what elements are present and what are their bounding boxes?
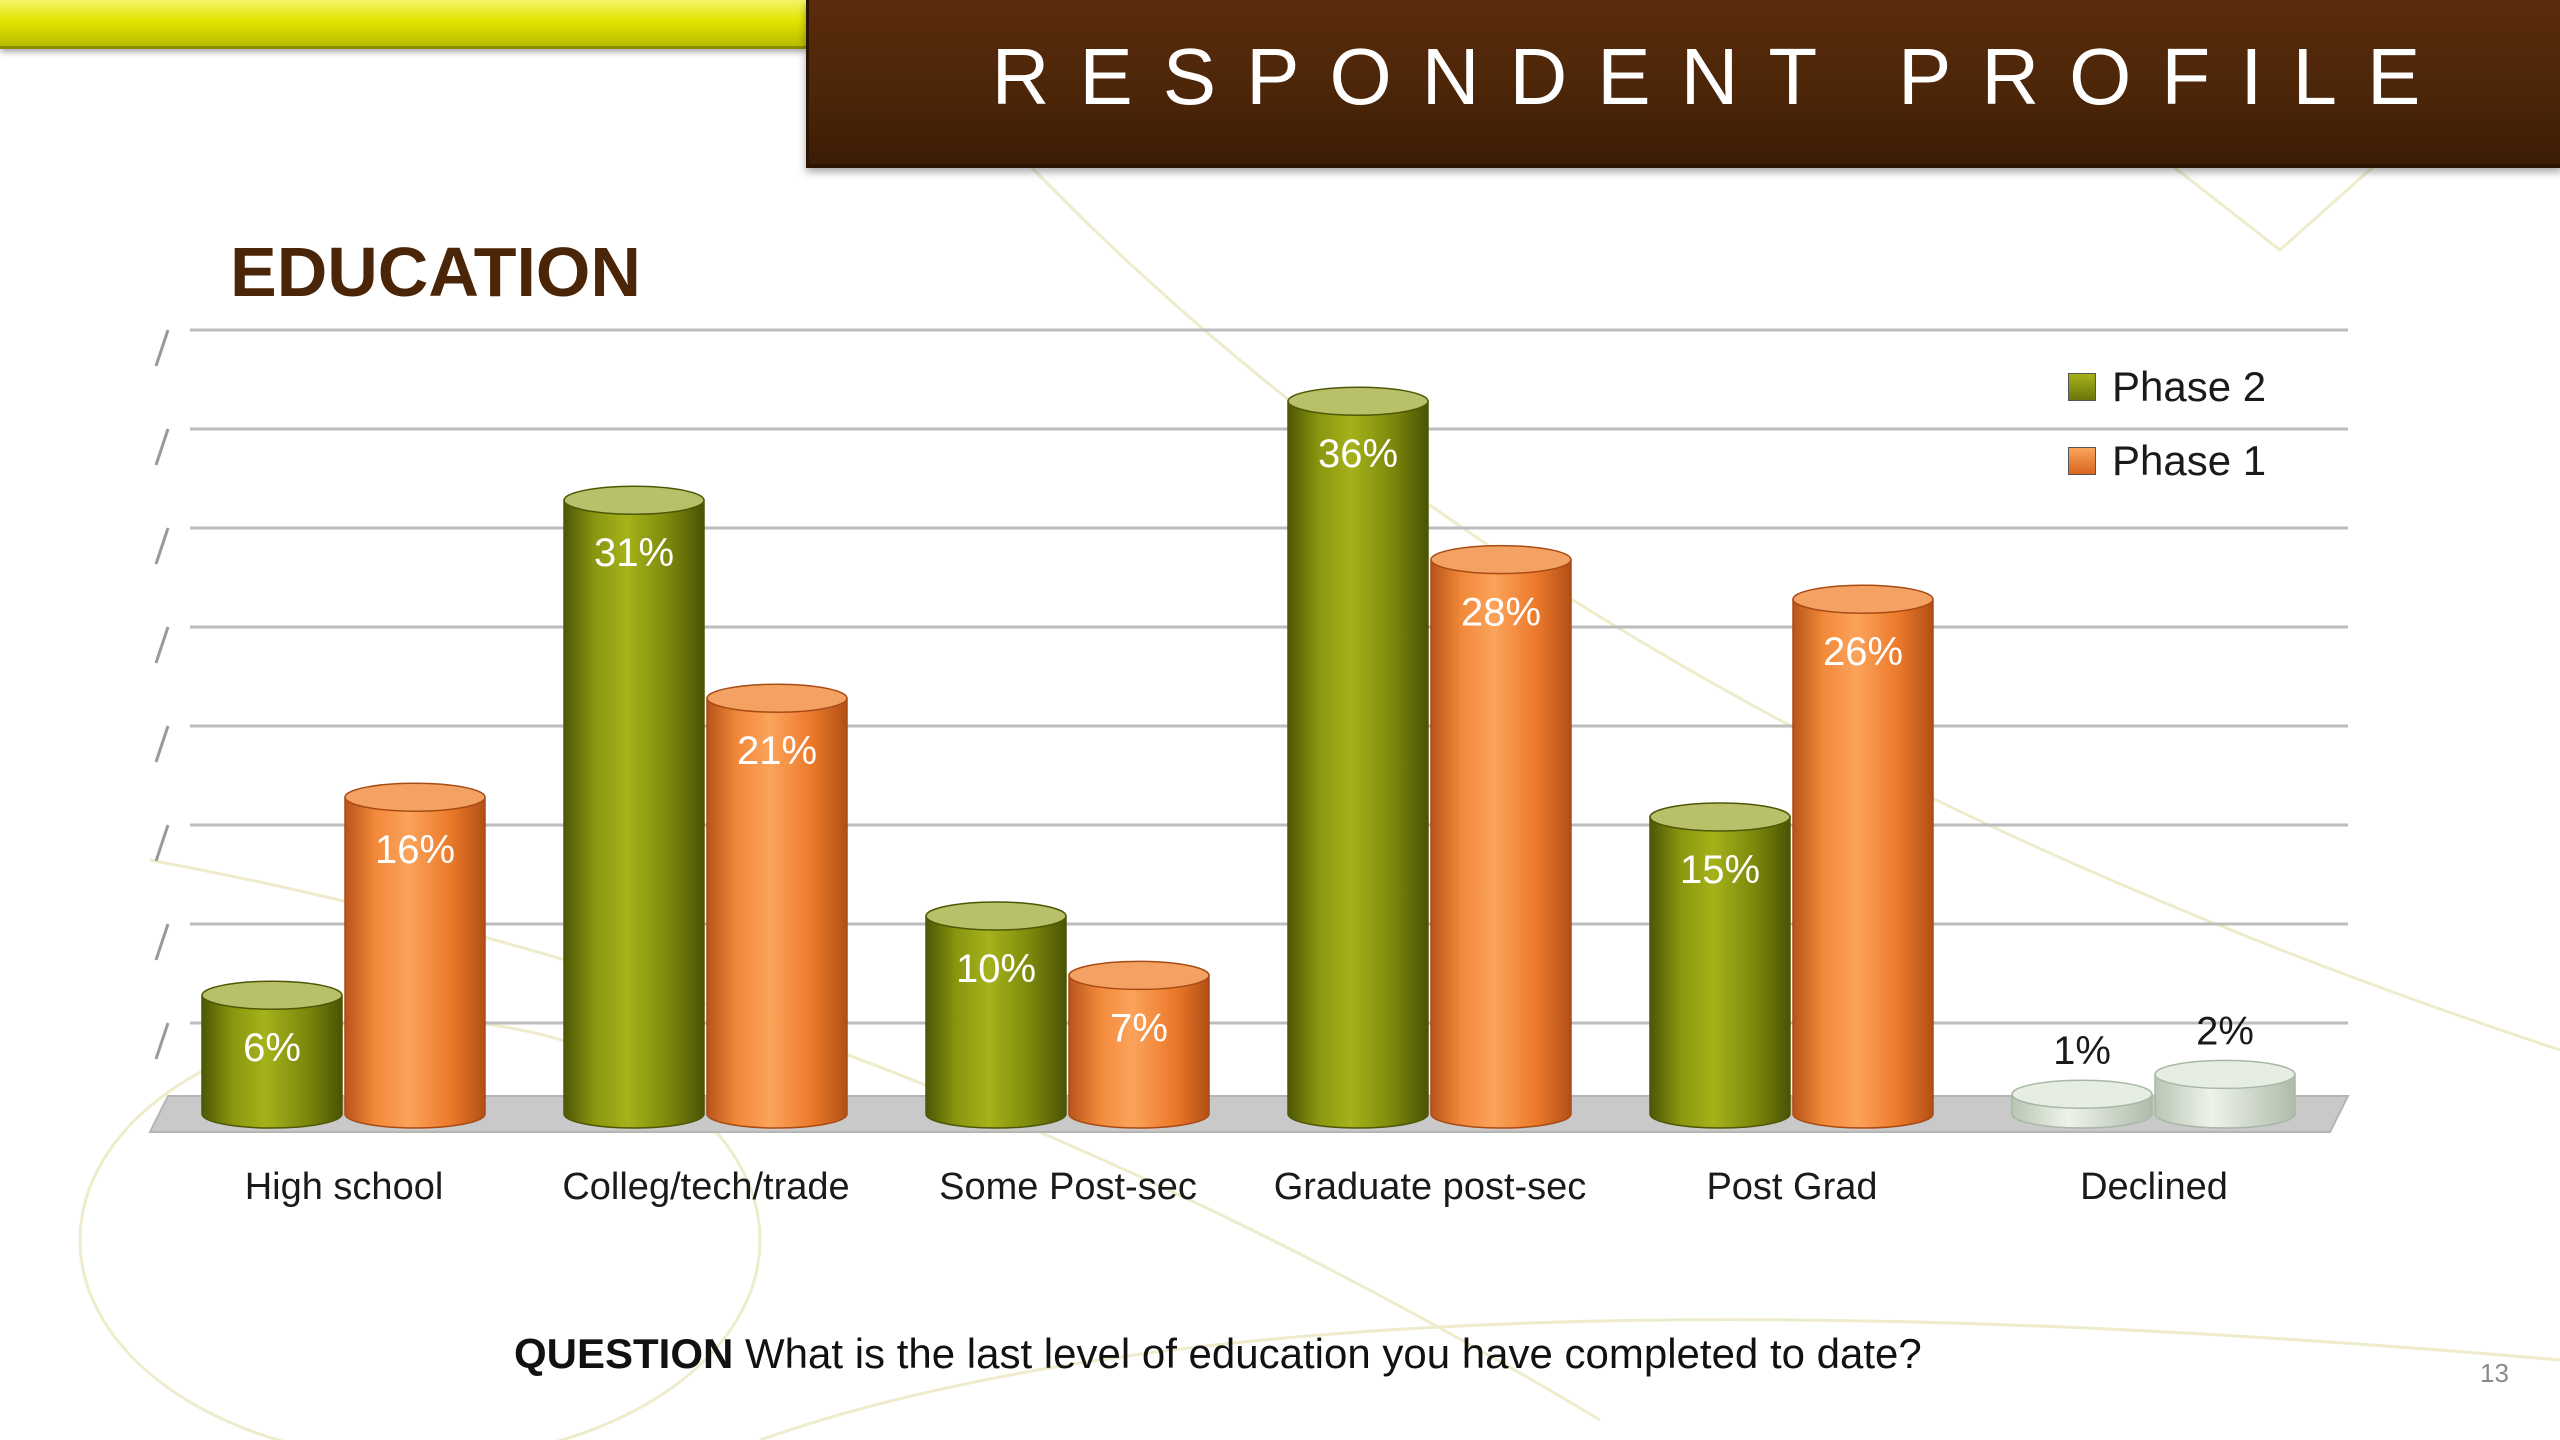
bar-body — [1068, 974, 1210, 1129]
legend-swatch-phase-2 — [2068, 373, 2096, 401]
chart-gridlines — [154, 328, 2348, 1060]
bar-phase-2-4 — [1287, 386, 1429, 1129]
gridline-depth-tick — [154, 725, 170, 763]
bar-body — [201, 994, 343, 1129]
bar-body — [1287, 400, 1429, 1129]
page-title: RESPONDENT PROFILE — [991, 32, 2451, 121]
gridline-depth-tick — [154, 1022, 170, 1060]
bar-body — [925, 915, 1067, 1129]
question-body: What is the last level of education you … — [745, 1330, 1922, 1377]
chart-legend: Phase 2 Phase 1 — [2068, 350, 2266, 498]
data-label-phase-1-5: 26% — [1823, 630, 1903, 674]
bar-phase-2-3 — [925, 901, 1067, 1129]
legend-label-phase-2: Phase 2 — [2112, 363, 2267, 410]
bar-phase-2-2 — [563, 485, 705, 1129]
bar-cap — [1649, 802, 1791, 832]
bar-body — [1649, 816, 1791, 1129]
bar-cap — [563, 485, 705, 515]
bar-phase-1-2 — [706, 683, 848, 1129]
bar-cap — [201, 980, 343, 1010]
bar-cap — [1287, 386, 1429, 416]
gridline-depth-tick — [154, 329, 170, 367]
legend-item-phase-1: Phase 1 — [2068, 424, 2266, 498]
x-tick-label-1: High school — [245, 1166, 444, 1208]
gridline-depth-tick — [154, 824, 170, 862]
bar-cap — [2011, 1079, 2153, 1109]
bar-phase-1-5 — [1792, 584, 1934, 1129]
title-bar: RESPONDENT PROFILE — [806, 0, 2560, 168]
bar-body — [2154, 1073, 2296, 1129]
data-label-phase-1-4: 28% — [1461, 591, 1541, 635]
bar-phase-1-4 — [1430, 544, 1572, 1129]
section-heading: EDUCATION — [230, 233, 641, 311]
bar-body — [1430, 558, 1572, 1129]
bar-body — [706, 697, 848, 1129]
bar-phase-2-1 — [201, 980, 343, 1129]
data-label-phase-1-6: 2% — [2196, 1009, 2254, 1053]
bar-body — [563, 499, 705, 1129]
question-text: QUESTION What is the last level of educa… — [514, 1330, 1922, 1378]
bar-phase-1-6 — [2154, 1059, 2296, 1129]
chart-x-axis: High school Colleg/tech/trade Some Post-se… — [245, 1166, 2228, 1208]
data-label-phase-2-5: 15% — [1680, 848, 1760, 892]
x-tick-label-3: Some Post-sec — [939, 1166, 1197, 1208]
data-label-phase-2-6: 1% — [2053, 1029, 2111, 1073]
page-number: 13 — [2480, 1358, 2509, 1388]
bar-body — [344, 796, 486, 1129]
data-label-phase-2-3: 10% — [956, 947, 1036, 991]
header-accent-bar — [0, 0, 806, 49]
legend-swatch-phase-1 — [2068, 447, 2096, 475]
bar-cap — [925, 901, 1067, 931]
gridline-depth-tick — [154, 626, 170, 664]
x-tick-label-6: Declined — [2080, 1166, 2228, 1208]
legend-label-phase-1: Phase 1 — [2112, 437, 2267, 484]
bar-phase-2-5 — [1649, 802, 1791, 1129]
gridline-depth-tick — [154, 527, 170, 565]
gridline-depth-tick — [154, 428, 170, 466]
gridline-depth-tick — [154, 923, 170, 961]
bar-body — [1792, 598, 1934, 1129]
data-label-phase-1-1: 16% — [375, 828, 455, 872]
data-label-phase-2-1: 6% — [243, 1026, 301, 1070]
x-tick-label-5: Post Grad — [1706, 1166, 1877, 1208]
x-tick-label-4: Graduate post-sec — [1274, 1166, 1587, 1208]
bar-cap — [344, 782, 486, 812]
data-label-phase-2-4: 36% — [1318, 432, 1398, 476]
bar-cap — [1430, 544, 1572, 575]
chart-bars — [201, 386, 2296, 1129]
bar-cap — [1068, 960, 1210, 991]
bar-cap — [1792, 584, 1934, 614]
chart-data-labels: 6% 16% 31% 21% 10% 7% 36% 28% 15% 26% 1% 2% — [243, 432, 2254, 1073]
data-label-phase-1-3: 7% — [1110, 1006, 1168, 1050]
bar-cap — [2154, 1059, 2296, 1090]
bar-cap — [706, 683, 848, 713]
bar-phase-1-1 — [344, 782, 486, 1129]
legend-item-phase-2: Phase 2 — [2068, 350, 2266, 424]
bar-phase-2-6 — [2011, 1079, 2153, 1129]
bar-phase-1-3 — [1068, 960, 1210, 1129]
data-label-phase-2-2: 31% — [594, 531, 674, 575]
question-label: QUESTION — [514, 1330, 734, 1377]
x-tick-label-2: Colleg/tech/trade — [562, 1166, 849, 1208]
data-label-phase-1-2: 21% — [737, 729, 817, 773]
